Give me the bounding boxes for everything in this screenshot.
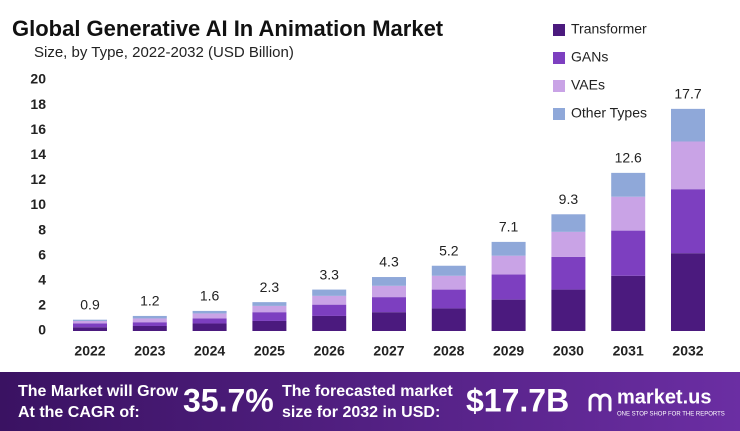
forecast-text: size for 2032 in USD: (282, 404, 440, 421)
bar-segment (192, 318, 227, 324)
bar-segment (611, 275, 646, 331)
y-tick-label: 8 (38, 221, 46, 237)
bar-segment (491, 241, 526, 256)
bar-segment (431, 265, 466, 276)
legend-label: VAEs (571, 77, 605, 93)
bar-segment (431, 289, 466, 309)
legend-swatch (553, 80, 565, 92)
total-label: 0.9 (80, 296, 100, 312)
chart-subtitle: Size, by Type, 2022-2032 (USD Billion) (34, 44, 294, 61)
tagline: ONE STOP SHOP FOR THE REPORTS (617, 412, 725, 418)
total-label: 1.2 (140, 293, 160, 309)
y-tick-label: 20 (30, 71, 46, 87)
legend-swatch (553, 108, 565, 120)
total-label: 5.2 (439, 242, 459, 258)
bar-segment (431, 275, 466, 290)
brand: market.us (617, 386, 712, 408)
bar-segment (671, 141, 705, 190)
x-tick-label: 2030 (553, 343, 584, 359)
bar-segment (132, 315, 167, 319)
bar-segment (671, 189, 705, 254)
bar-segment (192, 323, 227, 331)
bar-segment (551, 256, 586, 290)
total-label: 1.6 (200, 288, 220, 304)
legend-swatch (553, 52, 565, 64)
bar-segment (252, 305, 287, 313)
bar-segment (551, 214, 586, 232)
total-label: 4.3 (379, 254, 399, 270)
bar-segment (491, 274, 526, 300)
y-tick-label: 12 (30, 171, 46, 187)
bar-segment (671, 108, 705, 142)
y-tick-label: 16 (30, 121, 46, 137)
total-label: 3.3 (319, 266, 339, 282)
x-tick-label: 2027 (373, 343, 404, 359)
bar-segment (252, 320, 287, 331)
bar-segment (252, 302, 287, 306)
bar-segment (73, 320, 107, 324)
total-label: 9.3 (559, 191, 579, 207)
x-tick-label: 2031 (613, 343, 644, 359)
x-tick-label: 2028 (433, 343, 464, 359)
forecast-text: The forecasted market (282, 383, 453, 400)
bar-segment (431, 308, 466, 331)
chart-title: Global Generative AI In Animation Market (12, 16, 444, 41)
cagr-text: At the CAGR of: (18, 404, 140, 421)
bar-segment (73, 323, 107, 328)
bar-segment (551, 231, 586, 257)
y-tick-label: 0 (38, 322, 46, 338)
total-label: 12.6 (615, 150, 642, 166)
bar-segment (132, 325, 167, 331)
y-tick-label: 18 (30, 96, 46, 112)
legend-label: Transformer (571, 21, 647, 37)
total-label: 7.1 (499, 219, 519, 235)
x-tick-label: 2022 (74, 343, 105, 359)
bar-segment (312, 315, 347, 331)
logo-icon (588, 393, 612, 412)
bar-segment (372, 285, 406, 298)
x-tick-label: 2026 (314, 343, 345, 359)
bar-segment (132, 318, 167, 323)
y-tick-label: 6 (38, 246, 46, 262)
bar-segment (491, 299, 526, 331)
bar-segment (372, 277, 406, 286)
x-tick-label: 2032 (672, 343, 703, 359)
total-label: 2.3 (260, 279, 280, 295)
x-tick-label: 2023 (134, 343, 165, 359)
x-tick-label: 2029 (493, 343, 524, 359)
legend-swatch (553, 24, 565, 36)
y-tick-label: 4 (38, 272, 46, 288)
bar-segment (192, 310, 227, 314)
y-tick-label: 10 (30, 196, 46, 212)
bar-segment (312, 304, 347, 316)
bar-segment (252, 312, 287, 321)
bar-segment (192, 313, 227, 319)
banner (0, 372, 740, 431)
bar-segment (491, 255, 526, 275)
bar-segment (671, 253, 705, 331)
y-tick-label: 14 (30, 146, 46, 162)
total-label: 17.7 (674, 86, 701, 102)
bar-segment (132, 322, 167, 326)
bar-segment (611, 172, 646, 197)
bar-segment (611, 230, 646, 276)
x-tick-label: 2024 (194, 343, 225, 359)
bar-segment (312, 289, 347, 296)
cagr-text: The Market will Grow (18, 383, 179, 400)
forecast-value: $17.7B (466, 382, 569, 418)
bar-segment (611, 196, 646, 231)
bar-segment (312, 295, 347, 305)
bar-segment (73, 319, 107, 321)
bar-segment (372, 297, 406, 313)
x-tick-label: 2025 (254, 343, 285, 359)
bar-segment (372, 312, 406, 331)
cagr-value: 35.7% (183, 382, 274, 418)
bar-segment (73, 327, 107, 331)
legend-label: Other Types (571, 105, 647, 121)
legend-label: GANs (571, 49, 608, 65)
bar-segment (551, 289, 586, 331)
y-tick-label: 2 (38, 297, 46, 313)
